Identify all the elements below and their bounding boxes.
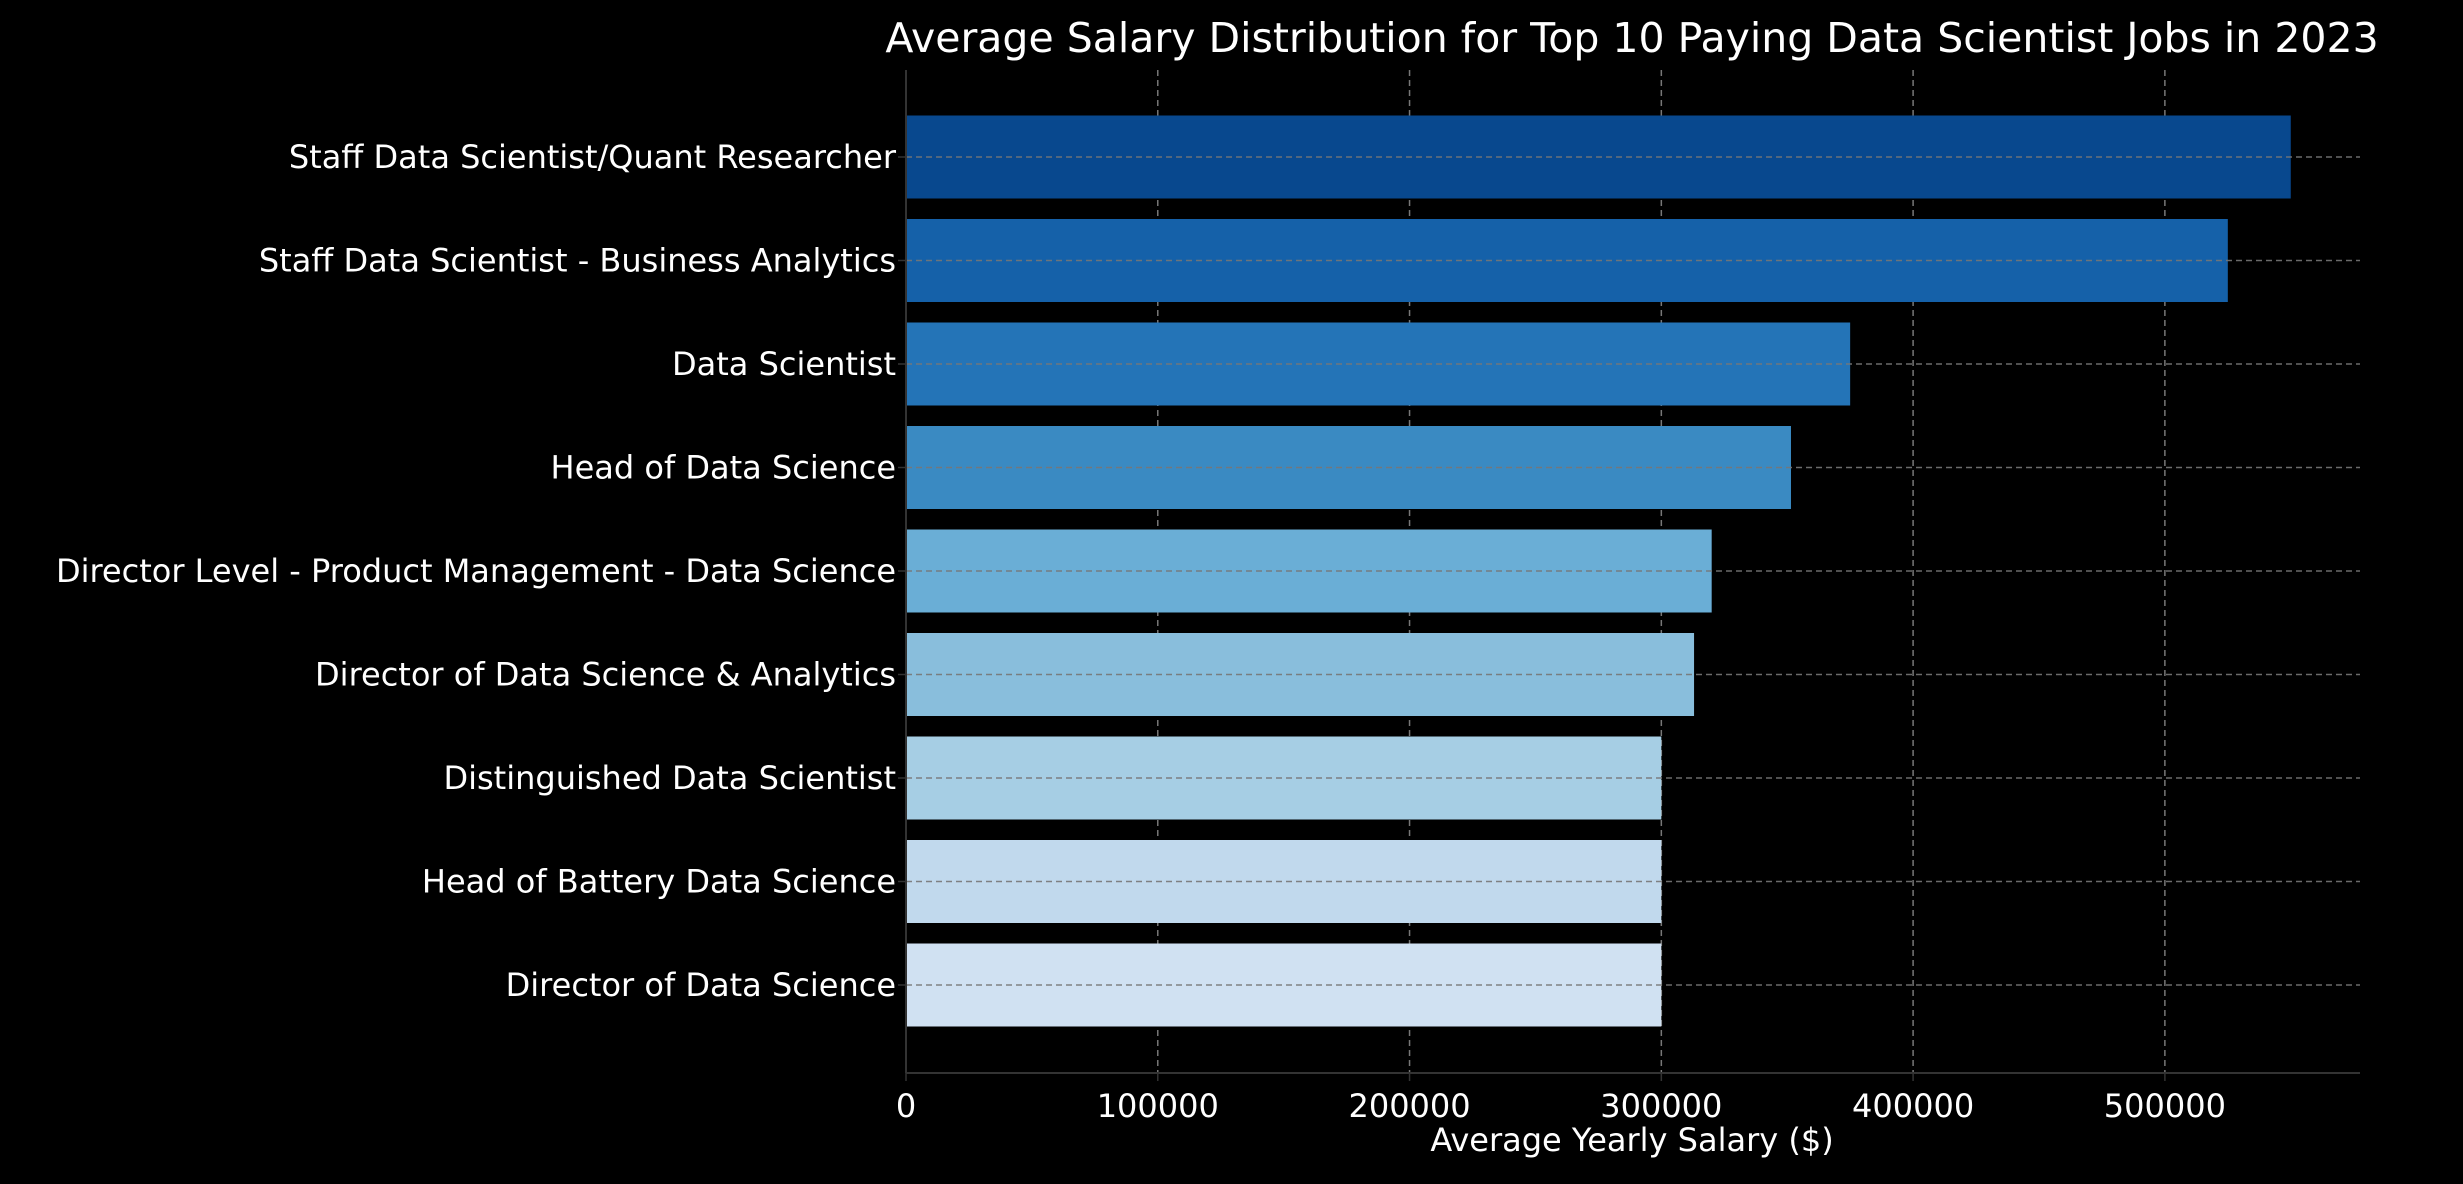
y-tick-label-7: Head of Battery Data Science	[422, 863, 896, 901]
y-tick-label-2: Data Scientist	[672, 345, 896, 383]
x-axis-label: Average Yearly Salary ($)	[1430, 1121, 1833, 1159]
bar-7	[907, 840, 1662, 923]
x-tick-label-4: 400000	[1852, 1087, 1974, 1125]
chart-title: Average Salary Distribution for Top 10 P…	[885, 14, 2378, 62]
y-tick-label-3: Head of Data Science	[551, 449, 896, 487]
x-tick-label-3: 300000	[1600, 1087, 1722, 1125]
y-tick-label-0: Staff Data Scientist/Quant Researcher	[289, 138, 897, 176]
horizontal-grid-layer	[906, 156, 2360, 986]
x-tick-label-2: 200000	[1348, 1087, 1470, 1125]
y-tick-label-1: Staff Data Scientist - Business Analytic…	[259, 242, 896, 280]
y-tick-label-4: Director Level - Product Management - Da…	[56, 552, 896, 590]
y-tick-label-6: Distinguished Data Scientist	[443, 759, 896, 797]
labels-layer: Staff Data Scientist/Quant Researcher Sta…	[56, 138, 2226, 1125]
x-tick-label-1: 100000	[1097, 1087, 1219, 1125]
bar-6	[907, 736, 1662, 820]
y-tick-label-5: Director of Data Science & Analytics	[315, 656, 896, 694]
y-tick-label-8: Director of Data Science	[506, 966, 896, 1004]
bar-8	[907, 943, 1662, 1027]
x-tick-label-5: 500000	[2104, 1087, 2226, 1125]
axes-layer	[898, 70, 2360, 1081]
x-tick-label-0: 0	[896, 1087, 916, 1125]
